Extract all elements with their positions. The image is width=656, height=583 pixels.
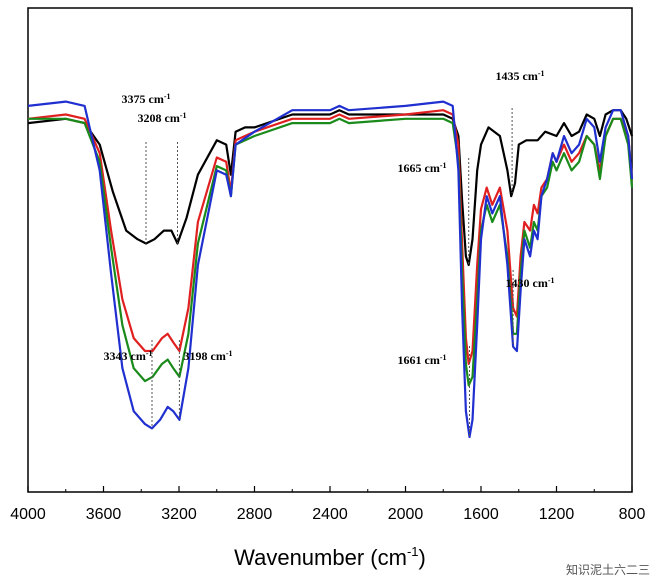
x-axis-label: Wavenumber (cm-1) xyxy=(234,544,426,570)
annotation-label-1: 3208 cm-1 xyxy=(138,111,187,125)
annotation-layer: 3375 cm-1 3208 cm-1 3343 cm-1 3198 cm-1 1665… xyxy=(104,69,555,437)
x-tick-label-2: 3200 xyxy=(161,506,197,523)
x-tick-label-4: 2400 xyxy=(312,506,348,523)
x-tick-label-0: 4000 xyxy=(10,506,46,523)
series-line-2 xyxy=(28,117,634,387)
series-line-0 xyxy=(27,109,634,267)
x-tick-label-8: 800 xyxy=(619,506,646,523)
watermark: 知识泥土六二三 xyxy=(566,563,650,577)
annotation-label-4: 1665 cm-1 xyxy=(398,161,447,175)
series-line-3 xyxy=(27,100,634,439)
annotation-label-3: 3198 cm-1 xyxy=(184,349,233,363)
annotation-label-6: 1661 cm-1 xyxy=(398,353,447,367)
annotation-label-2: 3343 cm-1 xyxy=(104,349,153,363)
annotation-label-5: 1435 cm-1 xyxy=(496,69,545,83)
x-axis: 4000 3600 3200 2800 2400 2000 1600 1200 800 xyxy=(10,486,645,523)
series-line-1 xyxy=(27,109,634,365)
annotation-label-0: 3375 cm-1 xyxy=(122,92,171,106)
x-tick-label-5: 2000 xyxy=(388,506,424,523)
x-tick-label-7: 1200 xyxy=(539,506,575,523)
x-tick-label-3: 2800 xyxy=(237,506,273,523)
x-tick-label-6: 1600 xyxy=(463,506,499,523)
annotation-label-7: 1430 cm-1 xyxy=(506,276,555,290)
plot-frame xyxy=(27,7,633,493)
series-layer xyxy=(27,100,634,439)
x-tick-label-1: 3600 xyxy=(86,506,122,523)
